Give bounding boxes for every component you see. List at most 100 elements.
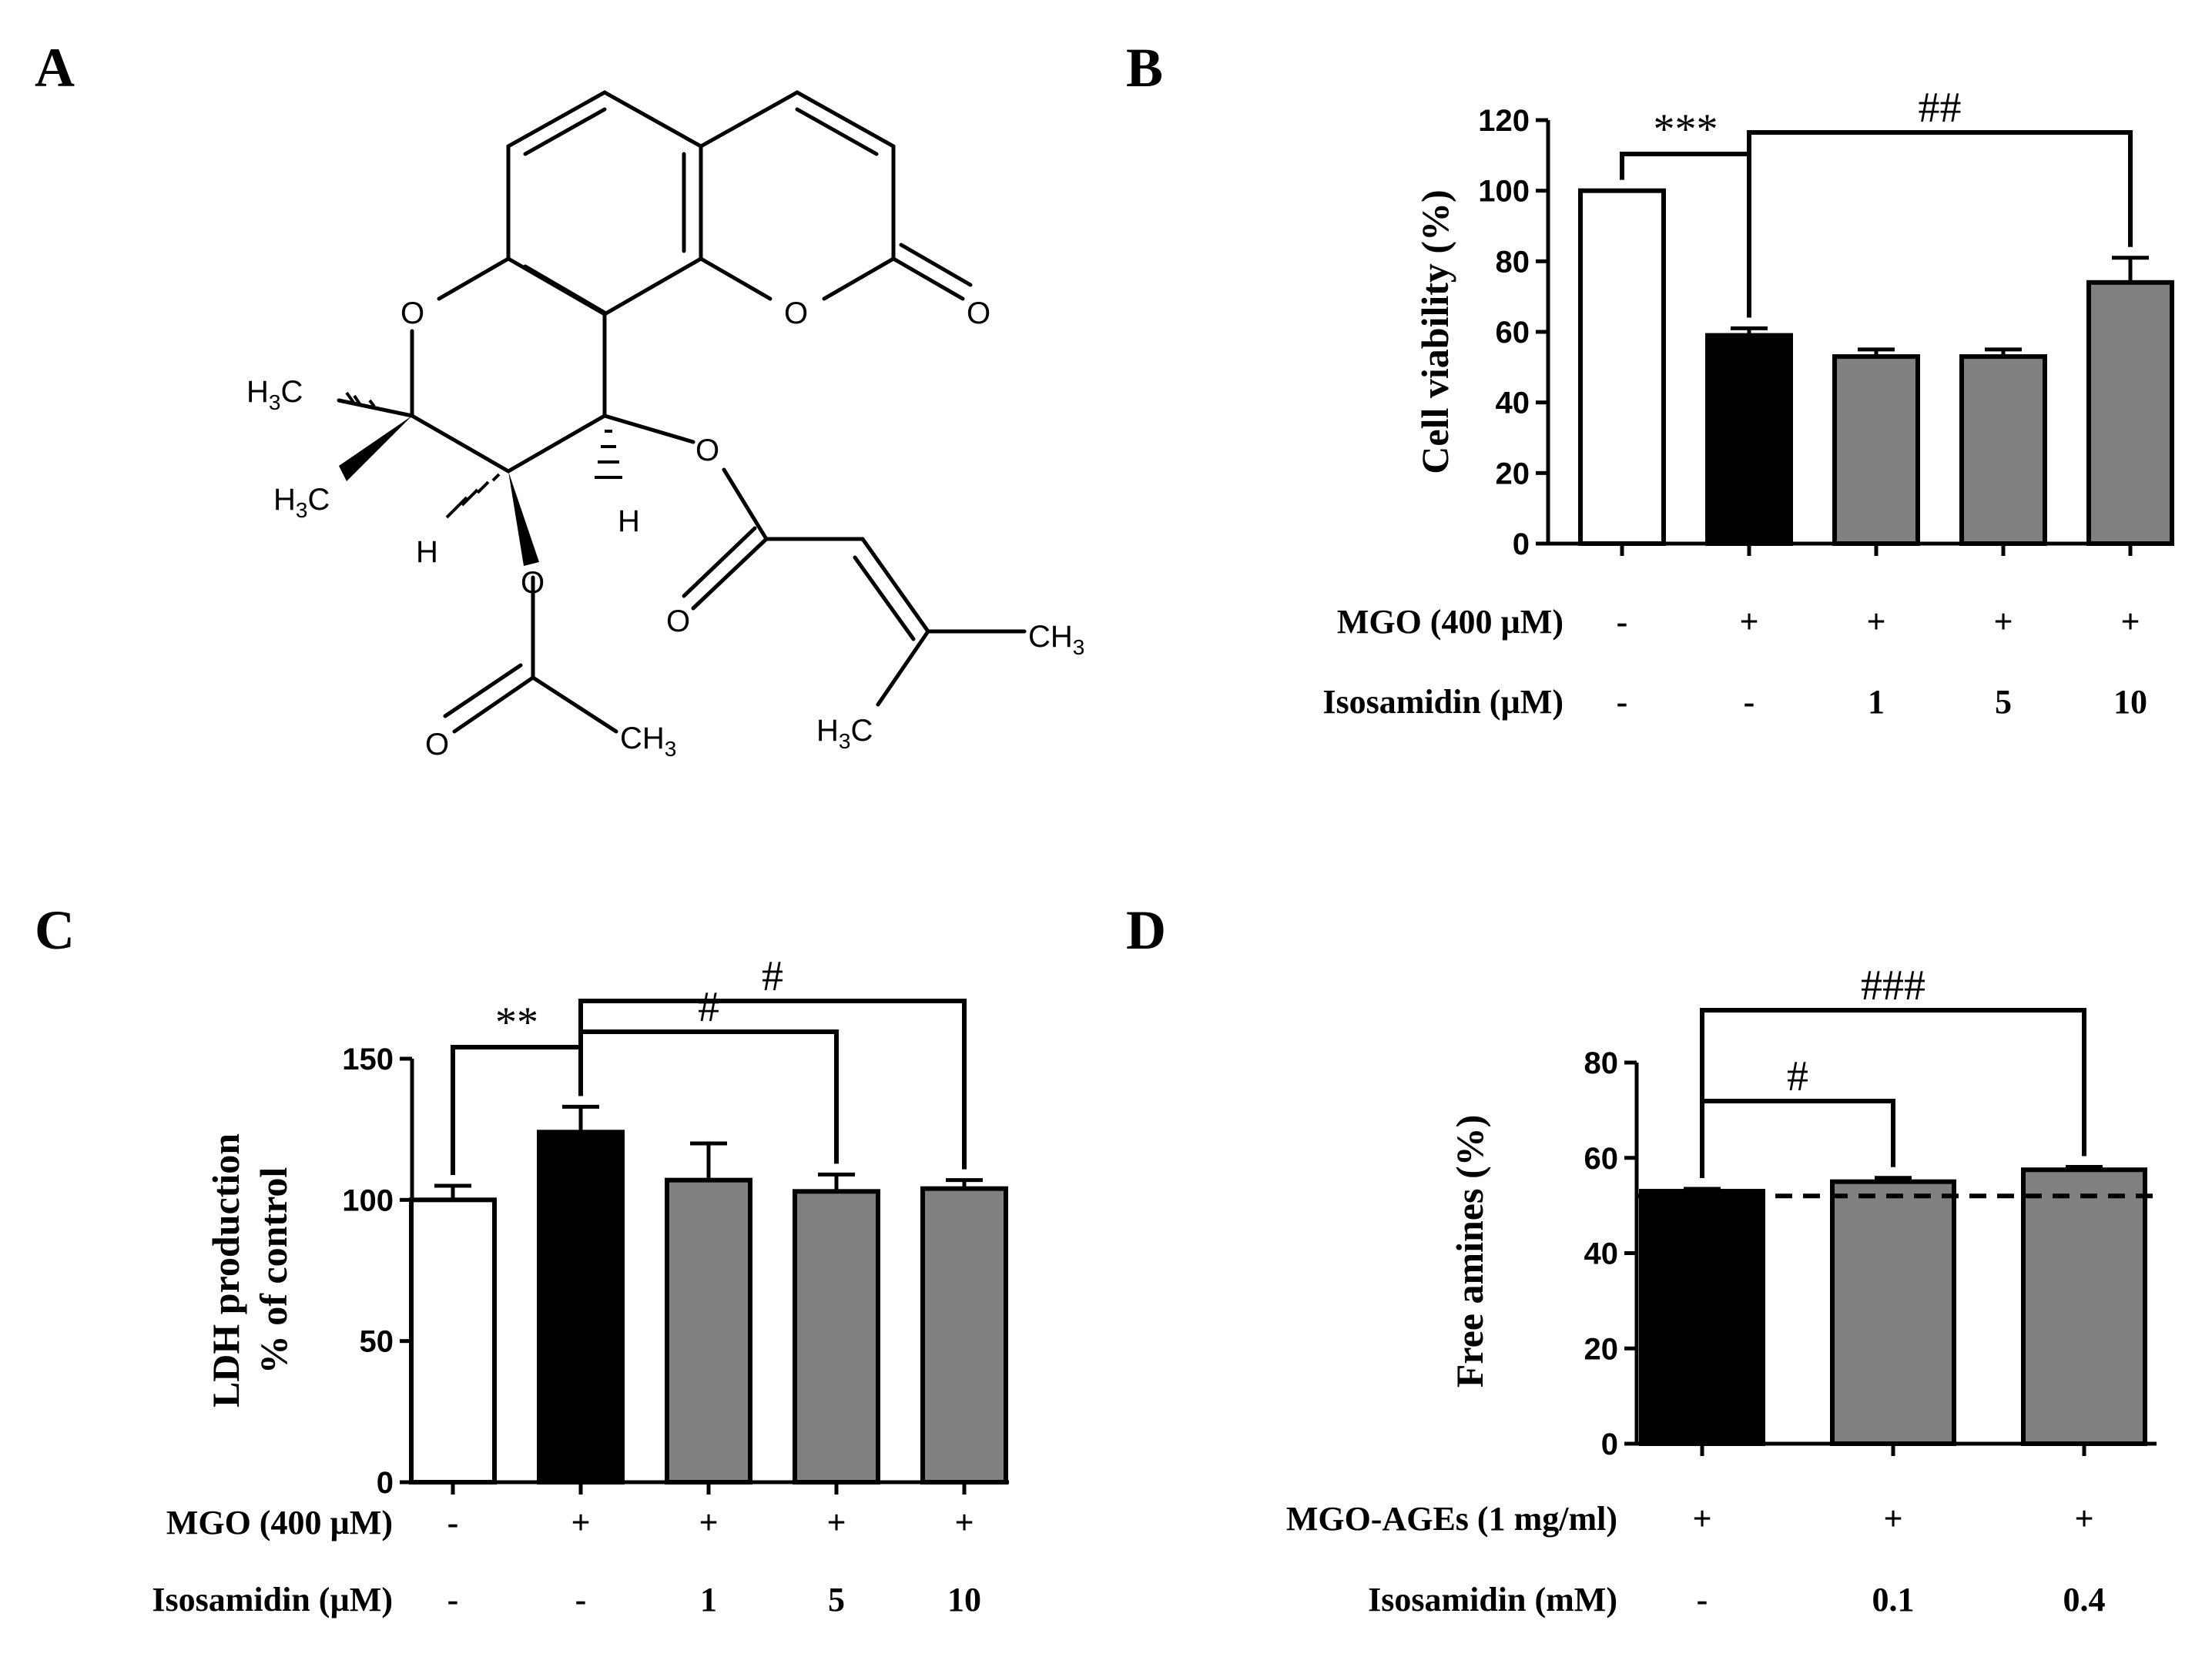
condition-value: + xyxy=(1883,1500,1902,1538)
y-axis-label: LDH production xyxy=(204,1133,247,1408)
significance-label: ### xyxy=(1861,962,1925,1009)
ester-bond xyxy=(691,537,769,611)
significance-label: # xyxy=(1787,1053,1808,1100)
condition-value: 0.1 xyxy=(1872,1581,1915,1618)
carbonyl-double-bond xyxy=(899,243,973,287)
y-tick-label: 40 xyxy=(1584,1237,1619,1271)
condition-value: - xyxy=(575,1581,587,1618)
condition-value: 1 xyxy=(1868,683,1885,721)
pyran-ring-bond xyxy=(437,256,511,301)
condition-value: - xyxy=(1744,683,1755,721)
y-tick-label: 100 xyxy=(1478,175,1530,209)
acetyl-bond xyxy=(452,675,535,734)
condition-value: - xyxy=(1697,1581,1708,1618)
atom-ch3: CH3 xyxy=(620,721,676,761)
condition-value: 10 xyxy=(2113,683,2147,721)
condition-value: - xyxy=(447,1504,459,1541)
acetyl-bond xyxy=(531,675,618,734)
atom-ch3: CH3 xyxy=(1028,620,1084,659)
y-axis-label: Cell viability (%) xyxy=(1413,189,1456,474)
y-tick-label: 20 xyxy=(1584,1332,1619,1366)
significance-bracket xyxy=(1700,1008,2086,1178)
bar xyxy=(409,1197,497,1485)
condition-value: + xyxy=(1866,603,1885,641)
atom-o-acetyl: O xyxy=(521,566,545,600)
condition-value: 5 xyxy=(1995,683,2012,721)
benzene-double-bond xyxy=(523,264,607,315)
bar xyxy=(2086,280,2174,546)
condition-value: + xyxy=(2120,603,2140,641)
significance-bracket xyxy=(1747,130,2133,318)
condition-value: - xyxy=(1617,603,1628,641)
condition-value: + xyxy=(1692,1500,1711,1538)
y-tick-label: 20 xyxy=(1496,457,1530,490)
atom-h: H xyxy=(618,504,640,538)
atom-o-pyran: O xyxy=(401,296,424,330)
significance-label: ** xyxy=(495,999,538,1046)
benzene-double-bond xyxy=(523,107,607,156)
y-axis-label-secondary: % of control xyxy=(252,1167,295,1374)
pyran-ring-bond xyxy=(506,413,607,474)
methyl-bond xyxy=(337,398,414,418)
bar xyxy=(665,1177,752,1485)
significance-label: # xyxy=(698,983,719,1031)
y-tick-label: 100 xyxy=(342,1183,394,1217)
significance-label: *** xyxy=(1654,105,1718,153)
y-tick-label: 120 xyxy=(1478,104,1530,138)
bar xyxy=(1639,1189,1765,1446)
lactone-double-bond xyxy=(795,107,879,156)
condition-value: - xyxy=(447,1581,459,1618)
condition-value: 1 xyxy=(700,1581,717,1618)
atom-h: H xyxy=(416,535,438,569)
condition-value: 0.4 xyxy=(2063,1581,2106,1618)
y-tick-label: 60 xyxy=(1584,1142,1619,1176)
y-tick-label: 50 xyxy=(360,1325,394,1359)
ester-bond xyxy=(722,467,769,541)
condition-label: MGO (400 µM) xyxy=(1337,603,1563,641)
atom-o-lactone: O xyxy=(784,296,808,330)
bar xyxy=(1830,1179,1956,1446)
condition-value: + xyxy=(571,1504,590,1541)
atom-ch3: H3C xyxy=(816,714,873,753)
chart-c-ldh-production: 0 50 100 150 LDH production% of control ** # # M… xyxy=(152,952,1009,1618)
y-axis-label: Free amines (%) xyxy=(1448,1115,1491,1388)
atom-o-ester-carbonyl: O xyxy=(666,604,690,638)
wedge-bond xyxy=(508,471,539,566)
panel-label-d: D xyxy=(1126,899,1166,961)
bar xyxy=(1578,188,1666,547)
pyran-ring-bond xyxy=(410,413,511,474)
atom-ch3: H3C xyxy=(273,483,330,522)
bar xyxy=(2021,1167,2147,1446)
chart-b-cell-viability: 0 20 40 60 80 100 120 Cell viability (%) *** ## MG… xyxy=(1322,84,2174,721)
panel-label-a: A xyxy=(35,37,75,99)
y-tick-label: 40 xyxy=(1496,387,1530,420)
lactone-ring xyxy=(699,90,896,301)
significance-label: ## xyxy=(1919,84,1962,132)
y-tick-label: 150 xyxy=(342,1043,394,1076)
ester-bond xyxy=(602,413,695,444)
hashed-bond xyxy=(345,391,622,519)
y-tick-label: 0 xyxy=(377,1466,394,1500)
y-tick-label: 80 xyxy=(1584,1046,1619,1080)
atom-o-carbonyl: O xyxy=(967,296,990,330)
condition-value: + xyxy=(1993,603,2013,641)
condition-value: - xyxy=(1617,683,1628,721)
bar xyxy=(920,1186,1008,1485)
bar xyxy=(793,1189,880,1485)
significance-label: # xyxy=(762,952,783,1000)
benzene-ring xyxy=(506,90,703,316)
condition-value: + xyxy=(2074,1500,2093,1538)
condition-value: 10 xyxy=(947,1581,981,1618)
bar xyxy=(537,1130,625,1485)
condition-label: Isosamidin (mM) xyxy=(1368,1581,1617,1618)
bar xyxy=(1705,333,1793,546)
condition-label: MGO-AGEs (1 mg/ml) xyxy=(1286,1500,1617,1538)
condition-value: 5 xyxy=(828,1581,845,1618)
methyl-bond xyxy=(876,629,930,707)
bar xyxy=(1832,354,1920,547)
carbonyl-bond xyxy=(891,256,965,301)
y-tick-label: 80 xyxy=(1496,245,1530,279)
significance-bracket xyxy=(578,999,967,1170)
